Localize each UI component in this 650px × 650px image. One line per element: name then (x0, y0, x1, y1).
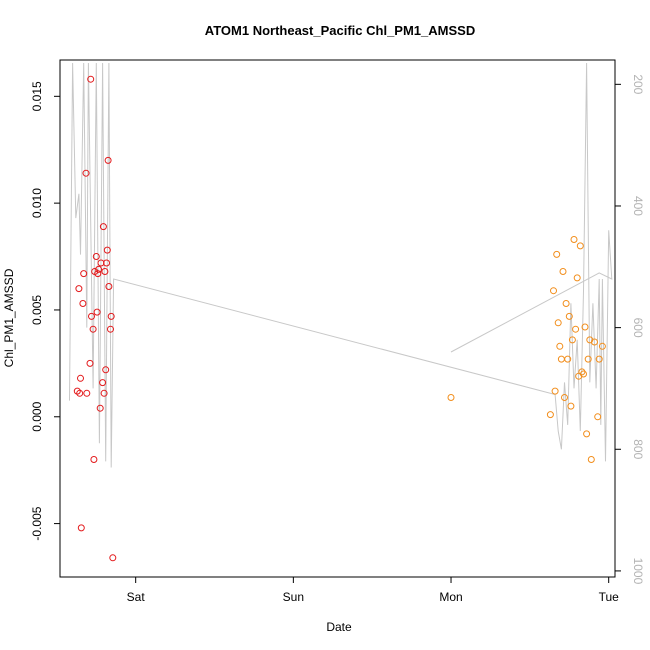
series-2-point (576, 242, 584, 250)
series-2-point (584, 355, 592, 363)
series-1-point (88, 312, 95, 320)
series-2-point (562, 300, 570, 307)
series-2-point (551, 387, 559, 395)
series-1-point (101, 268, 109, 275)
secondary-line-path (69, 62, 613, 468)
series-1-point (79, 300, 87, 307)
secondary-y-tick-label: 400 (631, 196, 645, 216)
plot-area (59, 59, 616, 578)
series-2-point (568, 336, 576, 344)
series-1-point (86, 359, 94, 367)
series-2-point (557, 355, 565, 363)
series-1-point (95, 265, 103, 273)
y-axis: -0.005 0.000 0.005 0.010 0.015 (30, 81, 61, 541)
series-2-point (554, 319, 562, 327)
series-2-point (578, 368, 586, 376)
series-1-point (87, 75, 95, 83)
series-2-point (447, 394, 455, 401)
data-points (73, 75, 606, 562)
series-1-point (77, 374, 84, 382)
series-1-point (90, 456, 98, 463)
series-1-point (103, 246, 111, 254)
series-1-point (83, 389, 91, 397)
series-1-point (93, 308, 101, 316)
series-1-point (75, 285, 83, 293)
secondary-y-axis: 200 400 600 800 1000 (614, 74, 645, 585)
series-1-point (109, 554, 117, 562)
chart-title: ATOM1 Northeast_Pacific Chl_PM1_AMSSD (205, 23, 475, 38)
secondary-y-tick-label: 800 (631, 439, 645, 459)
secondary-y-tick-label: 200 (631, 74, 645, 94)
plot-border (59, 59, 616, 578)
secondary-line (69, 62, 613, 468)
x-tick-label: Sun (283, 590, 304, 604)
series-1-point (76, 389, 84, 397)
series-1-point (99, 223, 107, 231)
series-1-point (77, 524, 85, 532)
y-tick-label: -0.005 (30, 506, 44, 540)
series-1-point (82, 169, 90, 177)
y-tick-label: 0.015 (30, 81, 44, 111)
x-tick-label: Mon (439, 590, 462, 604)
series-1-point (103, 259, 110, 267)
y-axis-label: Chl_PM1_AMSSD (2, 268, 16, 367)
series-2-point (598, 342, 606, 350)
series-2-point (561, 394, 568, 401)
series-2-point (587, 456, 595, 463)
x-axis-label: Date (326, 620, 352, 634)
series-2-point (573, 274, 581, 282)
x-axis: Sat Sun Mon Tue (127, 576, 620, 604)
x-tick-label: Tue (599, 590, 620, 604)
y-tick-label: 0.005 (30, 295, 44, 325)
series-1-point (105, 283, 113, 290)
x-tick-label: Sat (127, 590, 146, 604)
series-2-point (572, 325, 580, 333)
series-1-point (107, 312, 115, 320)
series-2-point (550, 287, 557, 295)
series-1-point (102, 366, 110, 374)
series-1-point (80, 270, 88, 278)
series-2-point (565, 312, 573, 320)
series-2-point (583, 430, 591, 438)
series-2-point (591, 338, 598, 346)
secondary-y-tick-label: 600 (631, 318, 645, 338)
series-1-point (104, 156, 112, 164)
series-1-point (73, 387, 81, 395)
series-1-point (89, 325, 97, 333)
series-1-point (99, 379, 107, 387)
series-1-point (94, 270, 102, 278)
series-2-point (567, 402, 575, 410)
series-2-point (564, 355, 572, 363)
series-1-point (96, 404, 104, 412)
series-1-point (100, 389, 108, 397)
series-2-point (580, 370, 587, 378)
series-2-point (553, 250, 561, 258)
secondary-y-tick-label: 1000 (631, 558, 645, 585)
series-2-point (570, 236, 578, 243)
series-2-point (594, 413, 602, 421)
series-1-point (107, 325, 114, 333)
series-2-point (581, 323, 589, 331)
series-2-point (559, 268, 567, 275)
y-tick-label: 0.010 (30, 188, 44, 218)
series-2-point (556, 342, 564, 350)
series-2-point (546, 411, 554, 419)
series-1-point (92, 253, 100, 260)
series-2-point (595, 355, 603, 363)
y-tick-label: 0.000 (30, 401, 44, 431)
